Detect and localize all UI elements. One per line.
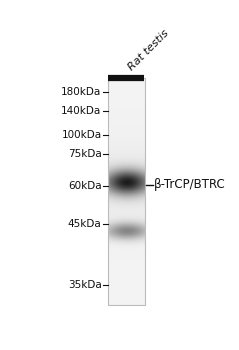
Text: 60kDa: 60kDa [68, 181, 102, 191]
Text: Rat testis: Rat testis [126, 28, 171, 72]
Text: 140kDa: 140kDa [61, 106, 102, 116]
Text: β-TrCP/BTRC: β-TrCP/BTRC [154, 178, 226, 191]
Text: 75kDa: 75kDa [68, 149, 102, 159]
Text: 45kDa: 45kDa [68, 219, 102, 229]
Bar [108, 78, 145, 305]
Text: 100kDa: 100kDa [61, 130, 102, 140]
Text: 180kDa: 180kDa [61, 87, 102, 97]
Text: 35kDa: 35kDa [68, 280, 102, 289]
